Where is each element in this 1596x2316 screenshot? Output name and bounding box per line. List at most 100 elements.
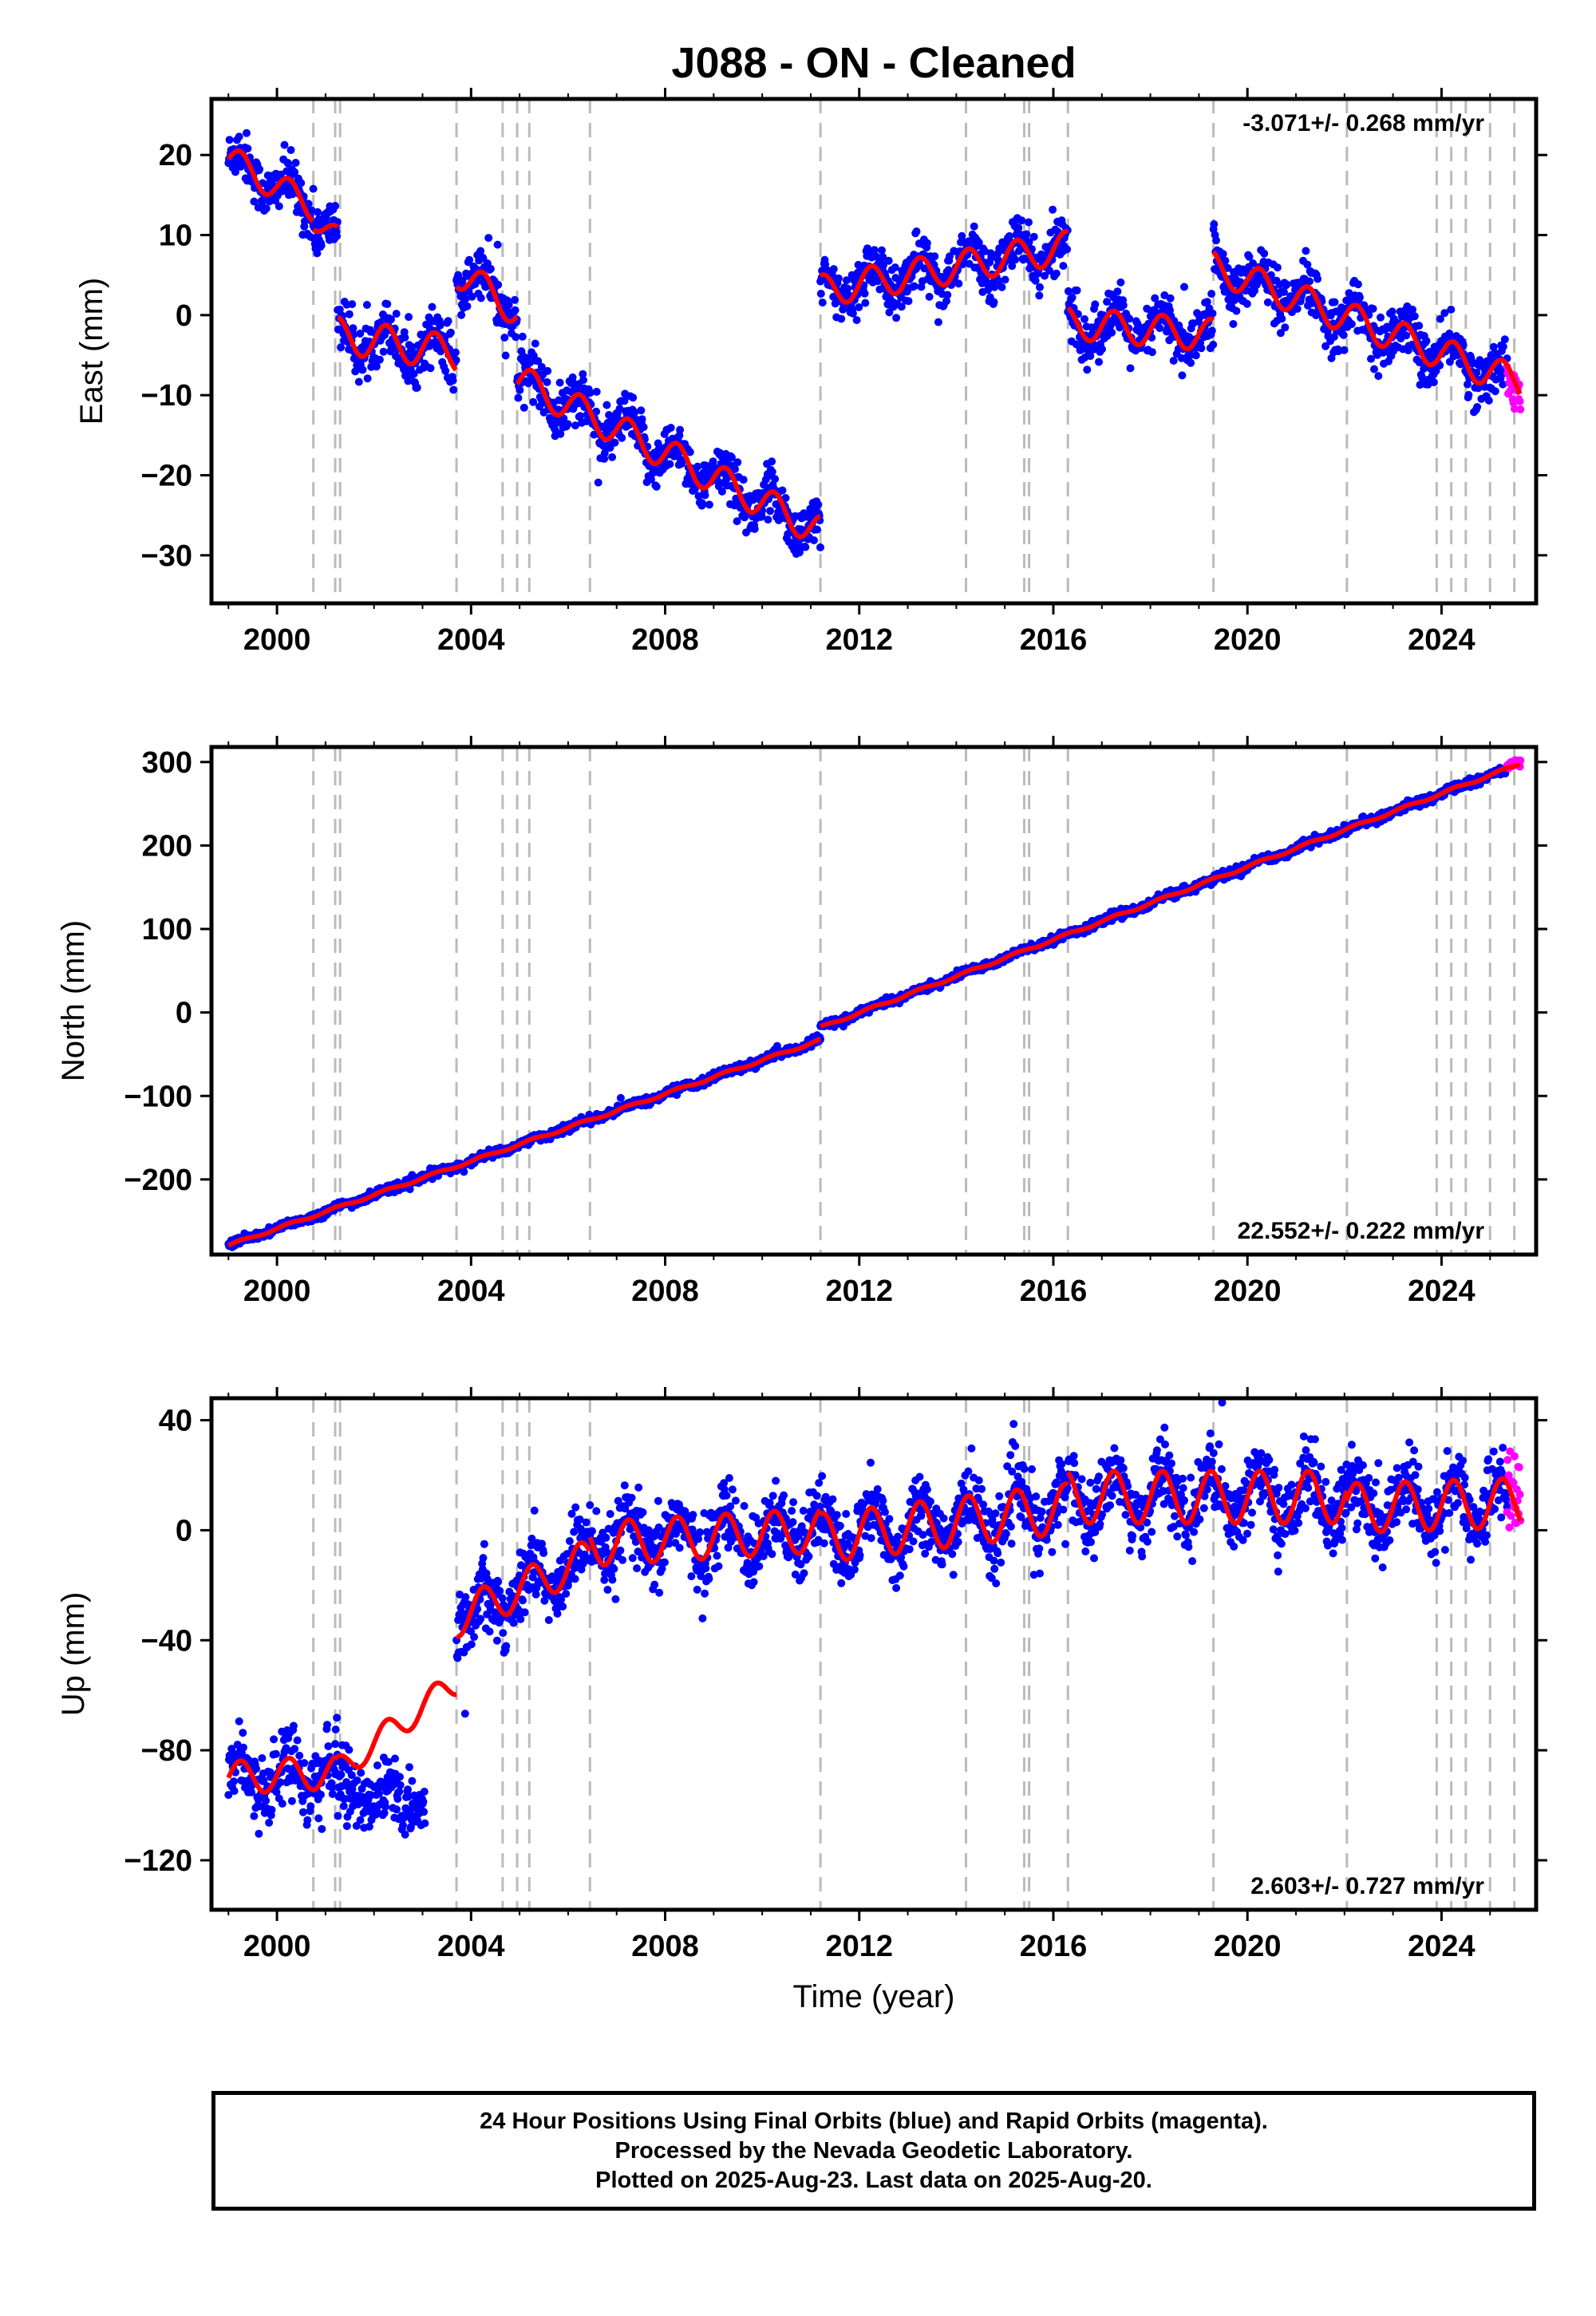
data-point [716,479,725,488]
data-point [1440,309,1449,318]
data-point [1008,262,1017,271]
data-point [501,351,510,360]
data-point [1191,351,1200,360]
y-tick-label: 20 [159,139,192,172]
data-point [1418,373,1427,382]
data-point [511,295,519,304]
data-point [1151,294,1159,302]
data-point [413,383,421,392]
data-point [1500,335,1509,344]
data-point [1041,271,1049,280]
data-point [243,128,251,137]
data-point [739,476,748,484]
data-point [1232,306,1241,315]
data-point [904,297,913,306]
data-point [404,377,413,385]
y-tick-label: 0 [176,299,192,333]
data-point [701,491,709,500]
data-point [1415,358,1424,367]
y-tick-label: −30 [141,539,192,573]
data-point [1113,287,1122,296]
data-point [1282,280,1291,289]
data-point [1260,249,1269,258]
data-point [676,425,685,434]
data-point [930,252,939,261]
data-point [1402,331,1411,340]
data-point [1063,245,1072,254]
data-point [358,366,367,374]
data-point [810,536,818,544]
data-point [602,401,611,409]
rapid-data-point [1516,405,1525,413]
data-point [1005,231,1013,240]
data-point [958,231,966,240]
data-point [768,468,776,476]
data-point [1429,378,1438,386]
data-point [829,265,838,274]
data-point [1314,275,1322,283]
data-point [1229,320,1238,328]
data-point [1059,262,1068,271]
data-point [476,294,485,302]
data-point [1029,232,1038,241]
data-point [392,310,401,318]
data-point [1499,342,1507,351]
data-point [356,330,365,338]
data-point [1369,304,1377,313]
data-point [1370,365,1378,373]
data-point [1422,337,1431,346]
data-point [1083,366,1092,374]
data-point [1263,298,1272,306]
data-point [934,318,942,326]
data-point [576,412,584,421]
x-tick-label: 2004 [437,623,505,657]
data-point [571,421,579,430]
data-point [842,276,851,285]
data-point [843,284,852,293]
data-point [834,274,843,283]
data-point [529,397,538,406]
data-point [705,500,713,509]
data-point [543,377,551,386]
data-point [1017,216,1026,225]
data-point [387,315,395,324]
data-point [1098,345,1106,354]
data-point [1209,340,1218,349]
data-point [1330,298,1339,306]
data-point [451,348,460,357]
data-point [816,543,824,551]
data-point [235,132,243,141]
data-point [910,282,918,290]
model-fit-line [226,148,315,223]
data-point [1281,323,1290,332]
data-point [852,316,861,325]
data-point [1035,291,1044,300]
data-point [436,321,444,330]
data-point [379,347,388,356]
data-point [801,543,810,551]
data-point [468,292,476,301]
data-point [586,389,595,397]
data-point [701,461,710,470]
data-point [465,255,474,264]
data-point [348,300,357,309]
data-point [426,364,435,373]
data-point [1064,287,1073,295]
data-point [280,140,289,149]
data-point [297,179,306,188]
data-point [476,247,485,255]
data-point [861,298,870,307]
x-tick-label: 2020 [1214,623,1282,657]
data-point [563,420,572,429]
data-point [276,170,285,179]
data-point [1156,324,1164,333]
data-point [637,406,646,415]
data-point [1187,358,1195,367]
data-point [568,373,577,381]
data-point [363,374,372,383]
data-point [401,333,409,342]
data-point [1273,263,1282,272]
data-point [383,300,392,308]
data-point [1207,326,1216,335]
